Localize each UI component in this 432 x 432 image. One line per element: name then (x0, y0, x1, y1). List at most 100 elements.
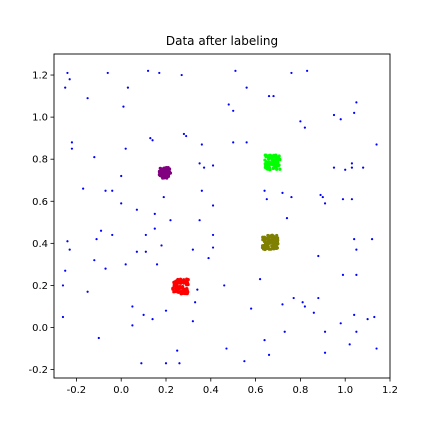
cluster-2-point (263, 247, 267, 252)
axes-frame (53, 53, 391, 379)
cluster-1-point (274, 164, 279, 168)
noise-point (86, 97, 89, 100)
noise-point (303, 305, 306, 308)
cluster-3-point (172, 282, 177, 287)
noise-point (301, 301, 304, 304)
noise-point (227, 103, 230, 106)
cluster-2-point (263, 242, 268, 246)
noise-point (153, 227, 156, 230)
noise-point (149, 137, 152, 140)
noise-point (124, 263, 127, 266)
cluster-2-point (270, 244, 274, 248)
noise-point (162, 195, 165, 199)
cluster-1-point (271, 160, 275, 164)
x-axis-ticks: -0.2 0.0 0.2 0.4 0.6 0.8 1.0 1.2 (67, 378, 398, 396)
noise-point (104, 267, 107, 270)
noise-point (281, 191, 284, 194)
noise-point (355, 248, 358, 251)
cluster-0-point (168, 171, 173, 175)
noise-point (321, 195, 324, 199)
cluster-2-point (271, 234, 275, 238)
noise-point (198, 219, 201, 222)
cluster-2-point (272, 238, 276, 242)
noise-point (140, 362, 143, 365)
noise-point (353, 313, 356, 316)
noise-point (61, 284, 65, 287)
cluster-0-point (157, 173, 161, 177)
cluster-0-point (164, 174, 168, 178)
noise-point (95, 238, 98, 241)
noise-point (265, 198, 268, 201)
noise-point (245, 141, 248, 144)
noise-point (299, 120, 302, 123)
noise-point (144, 250, 147, 253)
noise-point (341, 198, 345, 201)
noise-point (191, 248, 194, 251)
noise-point (362, 166, 365, 169)
cluster-2-point (261, 244, 265, 248)
noise-point (182, 132, 186, 136)
cluster-0-point (161, 169, 165, 173)
noise-point (180, 73, 183, 77)
noise-point (126, 86, 130, 89)
noise-point (355, 330, 358, 333)
noise-point (232, 141, 235, 144)
noise-point (142, 313, 145, 316)
noise-point (267, 94, 271, 98)
cluster-1-point (278, 158, 282, 162)
cluster-1-point (275, 167, 279, 171)
noise-point (93, 259, 96, 262)
y-tick-label: -0.2 (28, 365, 48, 376)
noise-point (160, 244, 163, 247)
noise-point (339, 118, 342, 121)
noise-point (348, 343, 351, 346)
noise-point (120, 202, 123, 205)
noise-point (263, 189, 266, 192)
noise-point (258, 278, 262, 281)
noise-point (332, 166, 336, 169)
x-tick-label: 1.2 (382, 385, 398, 396)
cluster-1-point (263, 165, 267, 169)
cluster-1-point (263, 163, 268, 167)
noise-point (350, 166, 354, 169)
cluster-2-point (275, 236, 279, 240)
noise-point (232, 109, 235, 112)
noise-point (292, 296, 295, 300)
noise-point (225, 347, 228, 350)
noise-point (323, 330, 327, 333)
cluster-3-point (179, 289, 183, 294)
noise-point (176, 349, 179, 352)
chart-title: Data after labeling (165, 34, 279, 48)
noise-point (194, 301, 197, 304)
noise-point (285, 217, 289, 220)
noise-point (66, 240, 69, 243)
cluster-2-point (275, 233, 279, 238)
noise-point (70, 147, 74, 150)
noise-point (306, 69, 309, 72)
noise-point (196, 288, 199, 291)
cluster-2-point (267, 235, 271, 240)
noise-point (185, 134, 188, 138)
noise-point (312, 311, 315, 314)
cluster-3-point (180, 286, 184, 290)
cluster-1-point (270, 158, 274, 162)
noise-point (124, 147, 127, 150)
noise-point (267, 353, 271, 356)
cluster-2-point (262, 235, 267, 240)
x-tick-label: 0.6 (248, 385, 264, 396)
noise-point (353, 238, 356, 241)
noise-point (99, 229, 103, 232)
noise-point (370, 238, 374, 241)
noise-point (211, 233, 215, 237)
noise-point (323, 202, 327, 205)
cluster-1-point (263, 158, 267, 162)
x-tick-label: 0.8 (292, 385, 308, 396)
x-tick-label: 1.0 (337, 385, 353, 396)
cluster-3-point (171, 287, 175, 291)
noise-point (151, 139, 154, 142)
cluster-2-point (272, 246, 276, 250)
noise-point (68, 78, 71, 81)
cluster-2-point (267, 247, 271, 251)
